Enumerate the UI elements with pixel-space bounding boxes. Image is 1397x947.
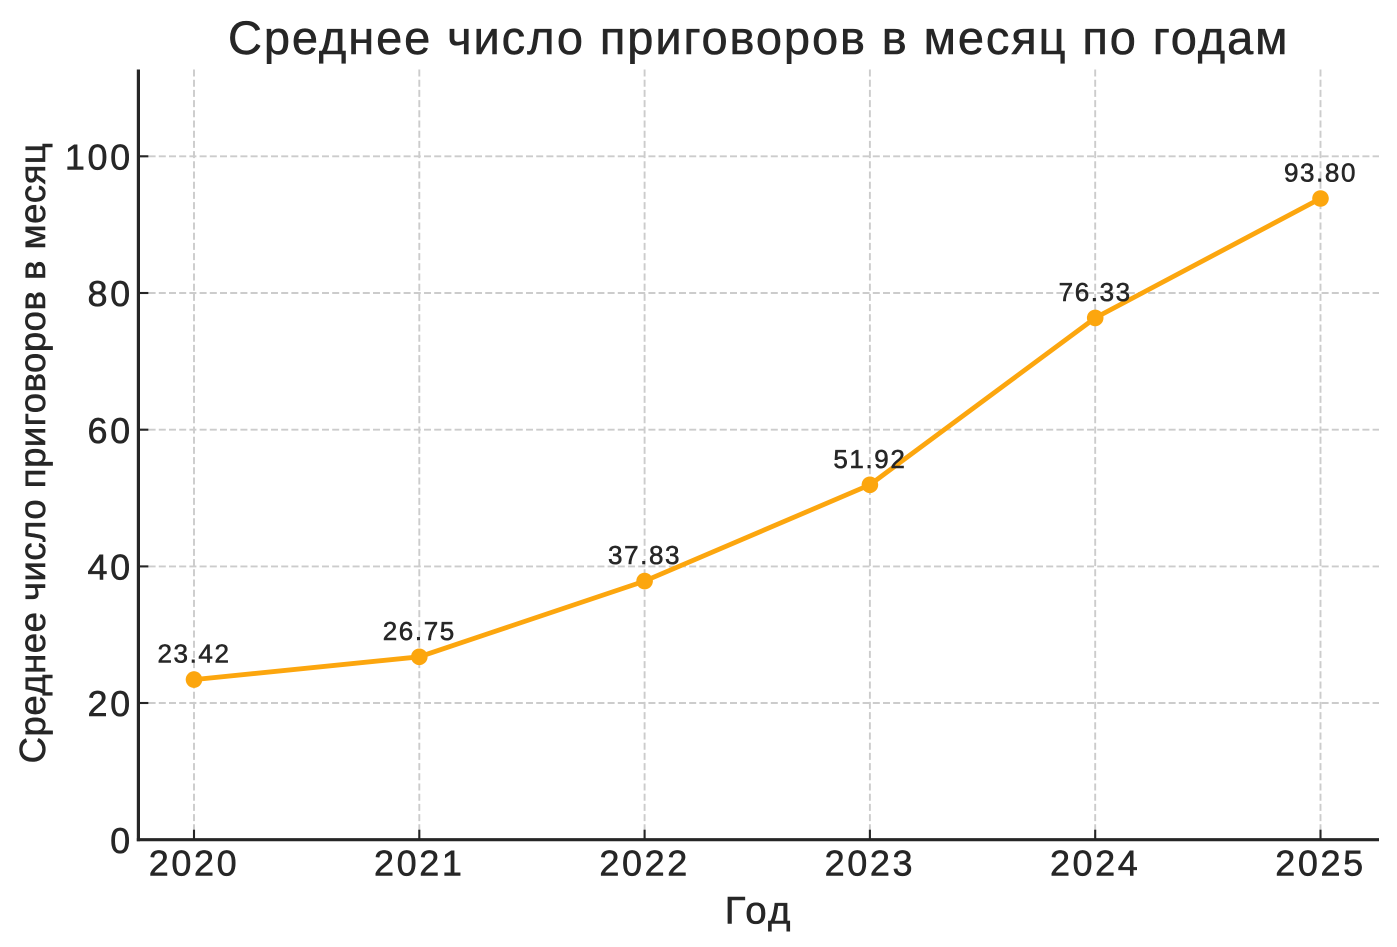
- svg-text:37.83: 37.83: [608, 540, 681, 570]
- svg-text:0: 0: [110, 820, 133, 861]
- svg-text:40: 40: [88, 547, 133, 588]
- svg-text:2024: 2024: [1050, 843, 1141, 884]
- svg-text:76.33: 76.33: [1059, 277, 1132, 307]
- svg-text:60: 60: [88, 410, 133, 451]
- svg-text:2020: 2020: [149, 843, 240, 884]
- svg-text:20: 20: [88, 683, 133, 724]
- svg-text:Среднее число приговоров в мес: Среднее число приговоров в месяц по года…: [228, 11, 1289, 64]
- svg-text:2025: 2025: [1275, 843, 1366, 884]
- svg-text:2021: 2021: [374, 843, 465, 884]
- svg-text:Среднее число приговоров в мес: Среднее число приговоров в месяц: [12, 143, 53, 764]
- svg-text:Год: Год: [725, 890, 793, 933]
- svg-text:51.92: 51.92: [833, 444, 906, 474]
- svg-text:2022: 2022: [599, 843, 690, 884]
- svg-text:100: 100: [65, 137, 133, 178]
- svg-text:2023: 2023: [825, 843, 916, 884]
- svg-text:93.80: 93.80: [1284, 158, 1357, 188]
- svg-text:23.42: 23.42: [157, 639, 230, 669]
- svg-text:80: 80: [88, 273, 133, 314]
- svg-text:26.75: 26.75: [383, 616, 456, 646]
